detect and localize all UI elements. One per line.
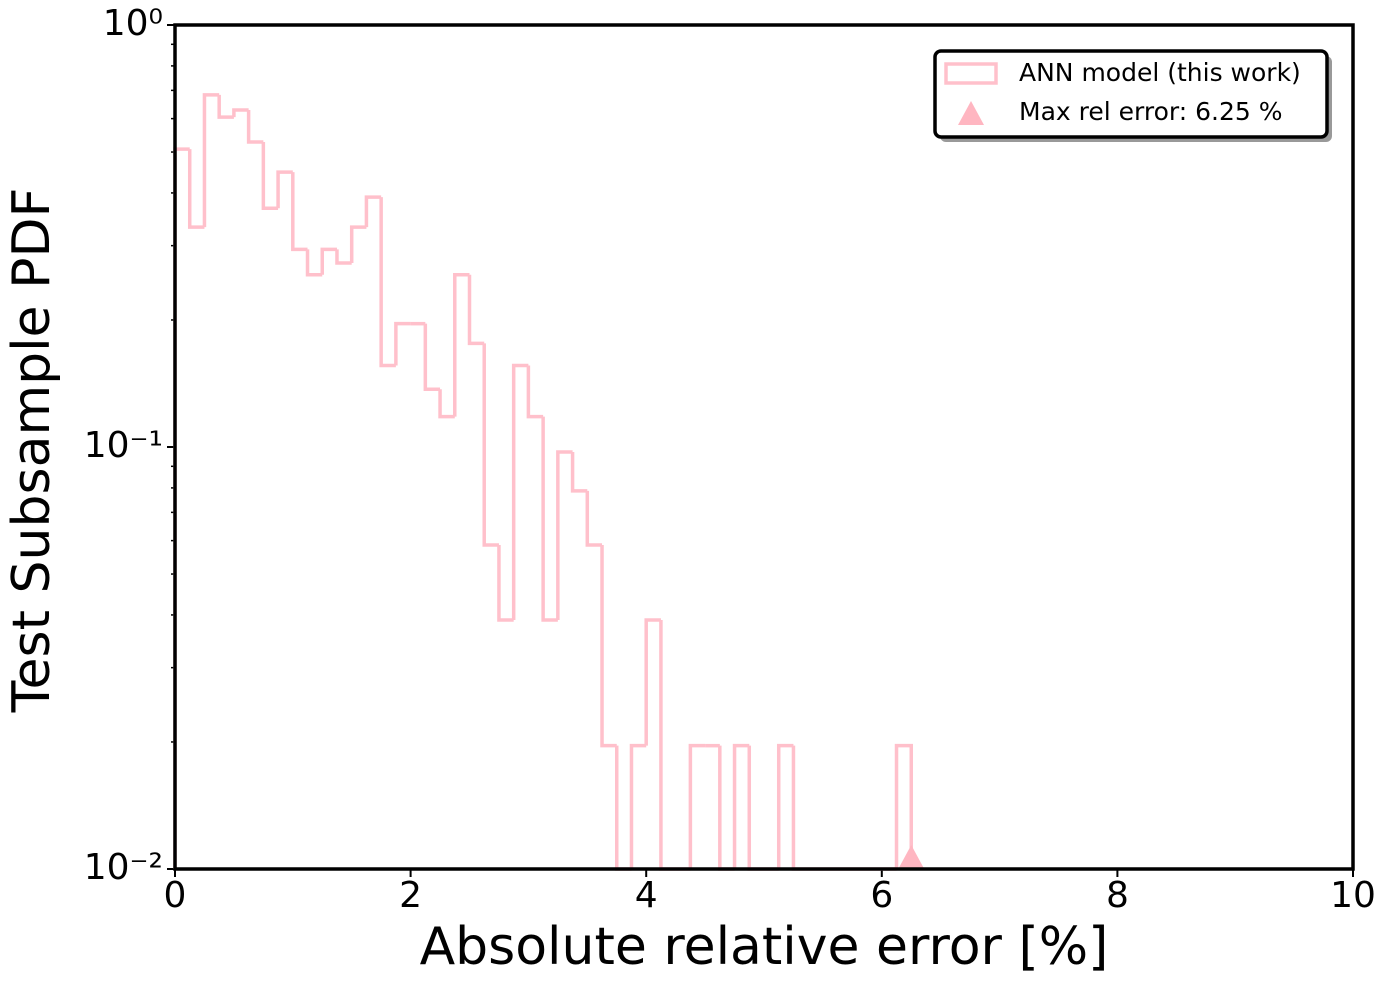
x-axis-label: Absolute relative error [%] (420, 917, 1109, 977)
histogram-bar (526, 365, 544, 419)
histogram-bar (718, 745, 735, 871)
histogram-bar (217, 94, 234, 119)
histogram-bar (659, 620, 676, 871)
x-tick-label: 2 (399, 875, 422, 916)
max-marker (898, 845, 925, 869)
histogram-bar (305, 249, 323, 277)
legend-marker (958, 101, 984, 125)
histogram-bar (438, 389, 455, 419)
histogram-bar (232, 108, 249, 118)
histogram-bar (615, 745, 632, 871)
histogram-bar (276, 170, 293, 209)
histogram-bar (349, 225, 367, 263)
legend-label: Max rel error: 6.25 % (1019, 97, 1282, 126)
x-tick-label: 4 (635, 875, 658, 916)
histogram-bar (791, 745, 809, 871)
y-tick-label: 10⁻¹ (84, 425, 163, 466)
histogram-bar (364, 195, 382, 228)
legend-patch (944, 62, 998, 85)
plot-frame (173, 23, 1355, 871)
histogram-bar (541, 416, 558, 622)
histogram-bar (776, 743, 794, 869)
histogram-bar (570, 452, 588, 493)
histogram-bar (732, 743, 750, 869)
x-tick-label: 8 (1106, 875, 1129, 916)
histogram-bar (511, 363, 529, 621)
histogram-bar (187, 149, 205, 229)
histogram-bar (747, 745, 764, 871)
legend-label: ANN model (this work) (1019, 58, 1301, 87)
y-axis-label: Test Subsample PDF (2, 188, 62, 714)
x-tick-label: 6 (870, 875, 893, 916)
histogram-bar (202, 93, 220, 228)
histogram-bar (688, 743, 706, 869)
histogram-bar (246, 109, 264, 144)
legend-box (933, 49, 1329, 139)
histogram-bar (600, 544, 617, 748)
histogram-bar (335, 249, 352, 265)
histogram-bar (261, 142, 279, 210)
histogram-bar (585, 490, 603, 547)
histogram-bar (379, 197, 396, 368)
histogram-bar (497, 544, 514, 622)
y-tick-label: 10⁰ (103, 3, 163, 44)
y-tick-label: 10⁻² (84, 847, 163, 888)
x-tick-label: 0 (164, 875, 187, 916)
histogram-bar (482, 343, 499, 547)
histogram-bar (894, 743, 913, 869)
histogram-bar (644, 618, 661, 746)
x-tick-label: 10 (1330, 875, 1376, 916)
histogram-bar (291, 172, 308, 252)
histogram-bar (629, 743, 647, 869)
histogram-bar (320, 247, 337, 275)
histogram-bar (467, 274, 485, 346)
histogram-bar (453, 272, 470, 417)
histogram-bar (394, 321, 411, 366)
histogram-bar (423, 323, 441, 392)
histogram-bar (173, 147, 190, 869)
histogram-bar (556, 450, 573, 621)
